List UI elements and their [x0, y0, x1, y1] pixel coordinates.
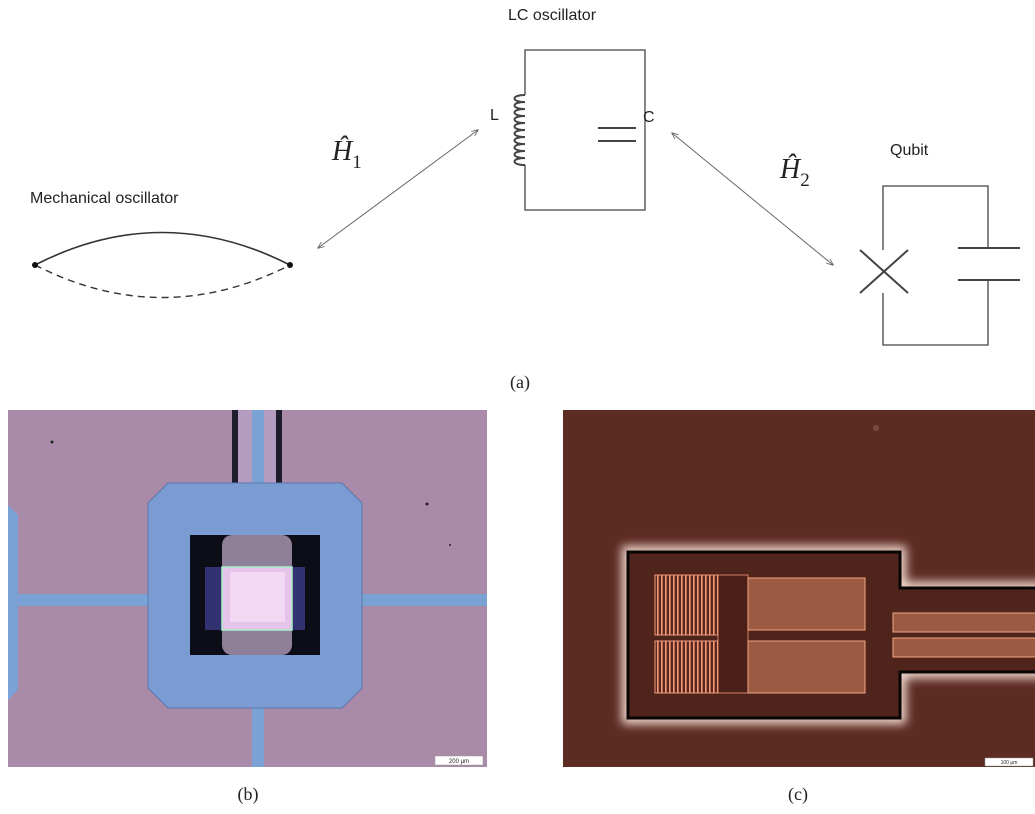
panel-b: 200 µm (b)	[8, 410, 487, 805]
panel-c: 100 µm (c)	[563, 410, 1035, 805]
coupling-arrow-2	[672, 133, 833, 265]
symbol: Ĥ	[779, 154, 802, 185]
panel-label: (c)	[788, 784, 808, 805]
inductor-label: L	[490, 107, 499, 124]
lc-title: LC oscillator	[508, 7, 597, 24]
scale-bar-label: 200 µm	[449, 759, 469, 765]
mechanical-oscillator	[32, 233, 293, 298]
symbol: Ĥ	[331, 136, 354, 167]
panel-label: (a)	[510, 372, 530, 393]
scale-bar-label: 100 µm	[1001, 760, 1018, 766]
subscript: 1	[352, 152, 362, 173]
panel-label: (b)	[238, 784, 259, 805]
capacitor-label: C	[643, 109, 655, 126]
micrograph-c: 100 µm	[563, 410, 1035, 767]
qubit-title: Qubit	[890, 142, 929, 159]
hamiltonian-1: Ĥ1	[331, 136, 362, 173]
qubit-circuit	[860, 186, 1020, 345]
mechanical-title: Mechanical oscillator	[30, 190, 179, 207]
figure: LC oscillator L C Ĥ1 Mechanical oscillat…	[0, 0, 1035, 814]
micrograph-b: 200 µm	[8, 410, 487, 770]
lc-circuit	[515, 50, 646, 210]
panel-a: LC oscillator L C Ĥ1 Mechanical oscillat…	[30, 7, 1020, 393]
hamiltonian-2: Ĥ2	[779, 154, 810, 191]
subscript: 2	[800, 170, 810, 191]
